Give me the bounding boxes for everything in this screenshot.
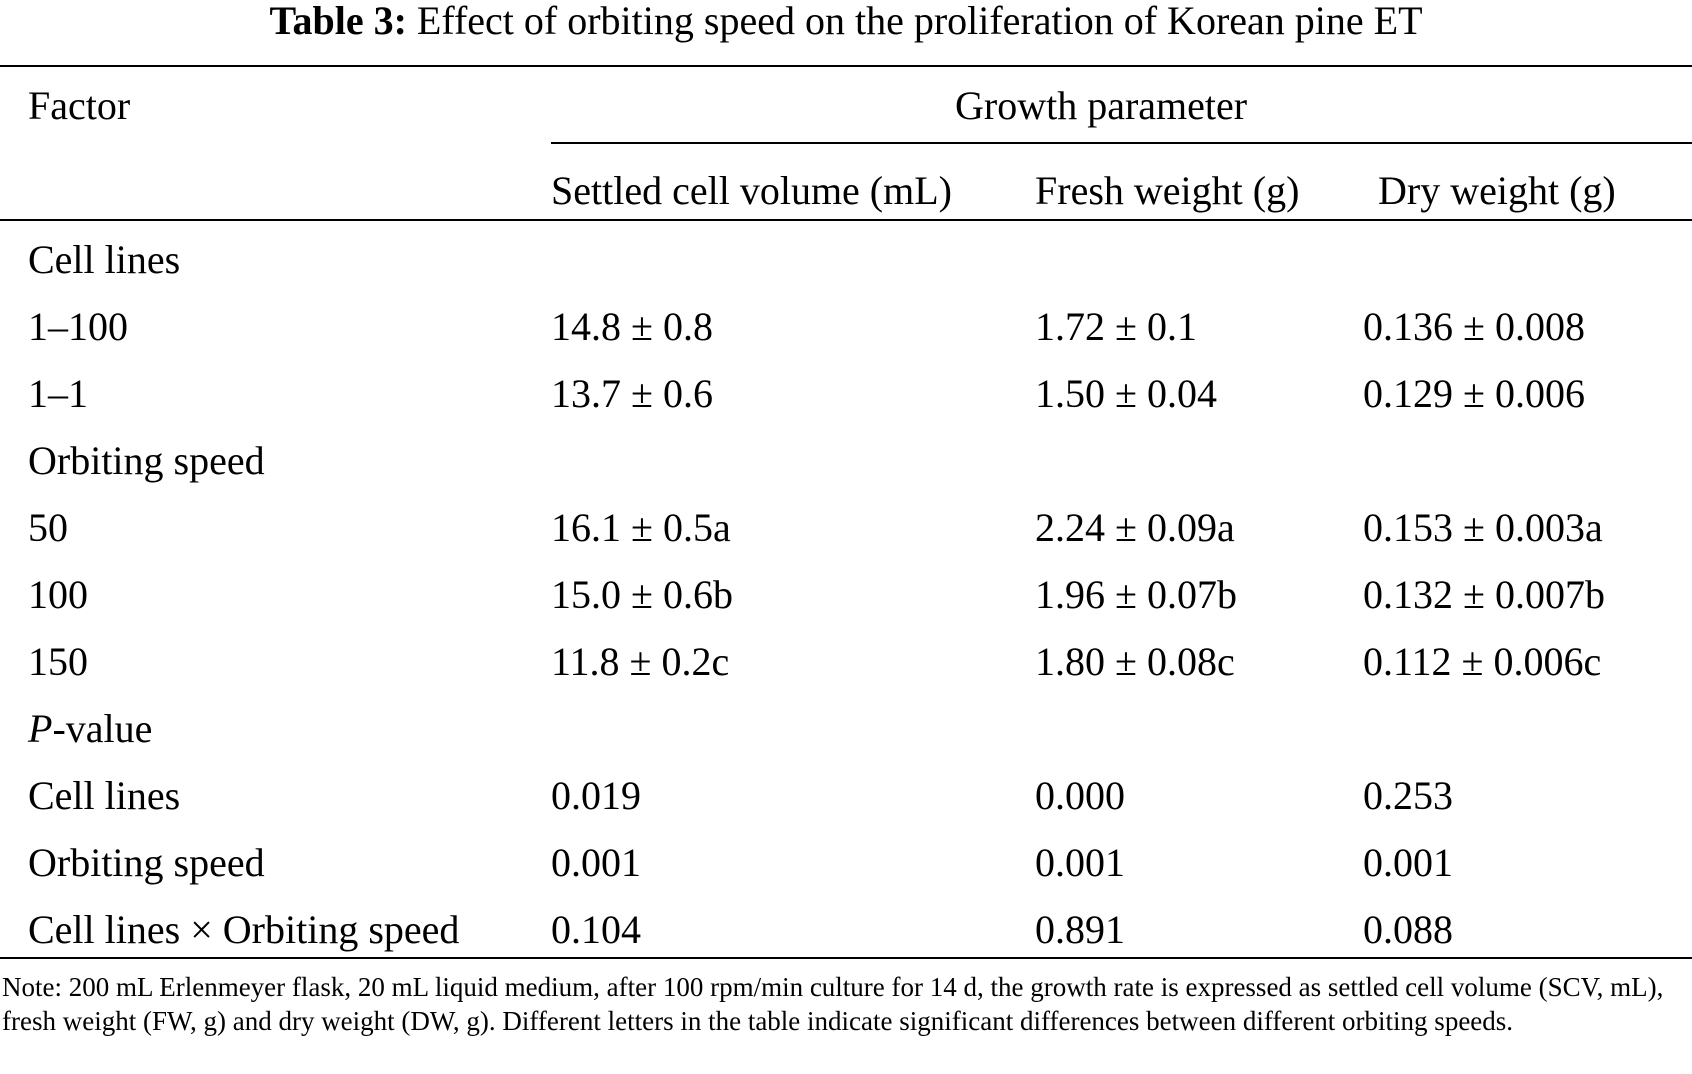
row-2-label: 1–1 — [28, 371, 88, 416]
row-7-label: P-value — [28, 706, 152, 752]
row-10-col-2: 0.088 — [1363, 907, 1453, 952]
row-6-label: 150 — [28, 639, 88, 684]
bottom-rule — [0, 957, 1692, 959]
row-2-col-0: 13.7 ± 0.6 — [551, 371, 713, 416]
row-8-col-0: 0.019 — [551, 773, 641, 818]
row-8-col-2: 0.253 — [1363, 773, 1453, 818]
row-2-col-2: 0.129 ± 0.006 — [1363, 371, 1585, 416]
row-5-col-1: 1.96 ± 0.07b — [1035, 572, 1237, 617]
row-8-label: Cell lines — [28, 773, 181, 818]
header-settled-cell-volume: Settled cell volume (mL) — [551, 168, 952, 213]
row-9-label: Orbiting speed — [28, 840, 265, 885]
row-2-col-1: 1.50 ± 0.04 — [1035, 371, 1217, 416]
row-10-col-0: 0.104 — [551, 907, 641, 952]
p-letter: P — [28, 706, 53, 751]
group-rule — [551, 142, 1692, 144]
row-5-col-0: 15.0 ± 0.6b — [551, 572, 733, 617]
p-value-suffix: -value — [52, 706, 153, 751]
row-6-col-1: 1.80 ± 0.08c — [1035, 639, 1235, 684]
table-caption: Table 3: Effect of orbiting speed on the… — [0, 0, 1692, 42]
header-factor: Factor — [28, 83, 131, 128]
row-1-col-2: 0.136 ± 0.008 — [1363, 304, 1585, 349]
row-4-label: 50 — [28, 505, 68, 550]
row-5-col-2: 0.132 ± 0.007b — [1363, 572, 1605, 617]
row-3-label: Orbiting speed — [28, 438, 265, 483]
header-rule — [0, 219, 1692, 221]
row-0-label: Cell lines — [28, 237, 181, 282]
table-caption-label: Table 3: — [269, 0, 407, 43]
header-dry-weight: Dry weight (g) — [1378, 168, 1616, 213]
header-growth-parameter: Growth parameter — [955, 83, 1248, 128]
row-5-label: 100 — [28, 572, 88, 617]
top-rule — [0, 65, 1692, 67]
row-9-col-1: 0.001 — [1035, 840, 1125, 885]
row-6-col-0: 11.8 ± 0.2c — [551, 639, 730, 684]
row-6-col-2: 0.112 ± 0.006c — [1363, 639, 1602, 684]
row-9-col-0: 0.001 — [551, 840, 641, 885]
row-4-col-2: 0.153 ± 0.003a — [1363, 505, 1603, 550]
table-caption-text: Effect of orbiting speed on the prolifer… — [416, 0, 1423, 43]
row-8-col-1: 0.000 — [1035, 773, 1125, 818]
row-4-col-0: 16.1 ± 0.5a — [551, 505, 731, 550]
row-1-col-1: 1.72 ± 0.1 — [1035, 304, 1197, 349]
row-10-label: Cell lines × Orbiting speed — [28, 907, 460, 952]
row-9-col-2: 0.001 — [1363, 840, 1453, 885]
row-1-label: 1–100 — [28, 304, 128, 349]
row-1-col-0: 14.8 ± 0.8 — [551, 304, 713, 349]
header-fresh-weight: Fresh weight (g) — [1035, 168, 1300, 213]
row-10-col-1: 0.891 — [1035, 907, 1125, 952]
table-note: Note: 200 mL Erlenmeyer flask, 20 mL liq… — [2, 972, 1664, 1036]
row-4-col-1: 2.24 ± 0.09a — [1035, 505, 1235, 550]
